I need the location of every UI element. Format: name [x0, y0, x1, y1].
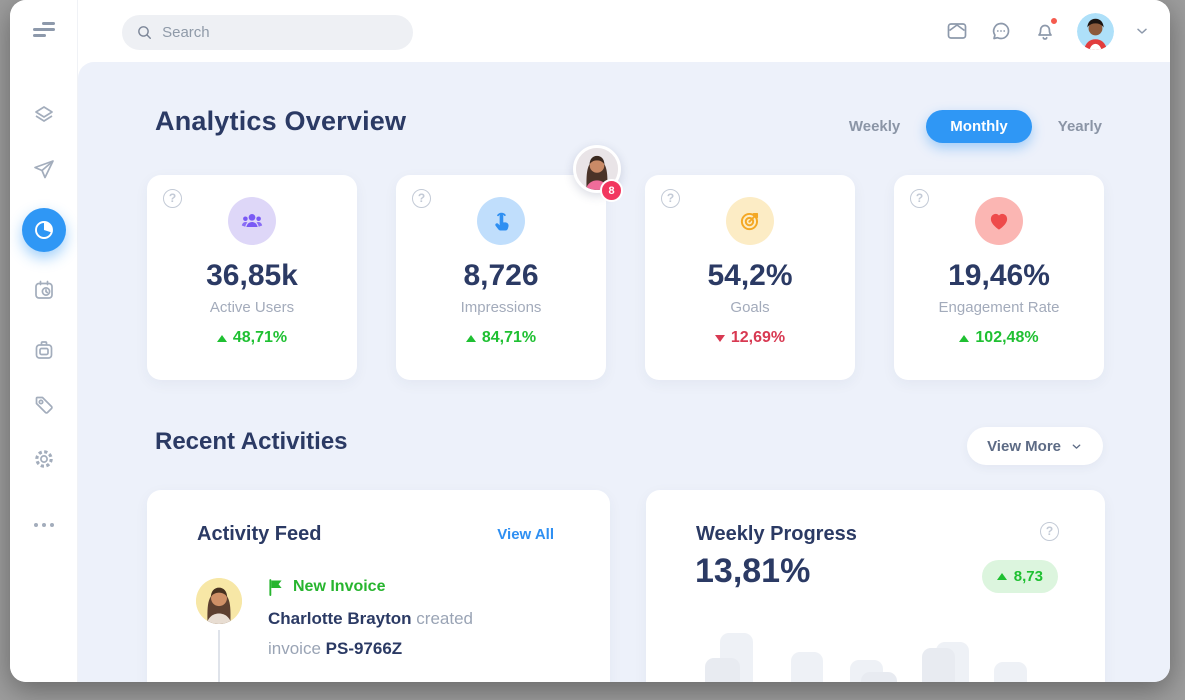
- chevron-down-icon: [1072, 443, 1081, 449]
- stat-card-active-users[interactable]: 36,85k Active Users 48,71%: [147, 175, 357, 380]
- briefcase-icon: [35, 341, 53, 359]
- stat-value: 19,46%: [948, 259, 1050, 292]
- feed-tag: New Invoice: [268, 578, 473, 596]
- up-arrow-icon: [959, 334, 970, 342]
- layers-icon: [35, 106, 53, 122]
- help-icon[interactable]: [412, 189, 431, 208]
- stat-delta: 48,71%: [147, 329, 357, 347]
- tap-icon: [495, 212, 509, 231]
- stat-label: Engagement Rate: [938, 299, 1060, 316]
- help-icon[interactable]: [1040, 522, 1059, 541]
- help-icon[interactable]: [163, 189, 182, 208]
- sidebar-item-briefcase[interactable]: [24, 330, 64, 370]
- pie-chart-icon: [35, 221, 53, 239]
- stat-cards: 36,85k Active Users 48,71% 8,726 Impress…: [147, 175, 1104, 380]
- sidebar-item-analytics[interactable]: [22, 208, 66, 252]
- send-icon: [34, 160, 54, 179]
- app-window: Analytics Overview Weekly Monthly Yearly…: [10, 0, 1170, 682]
- user-avatar[interactable]: [1077, 12, 1114, 50]
- weekly-progress-card: Weekly Progress 13,81% 8,73: [646, 490, 1105, 682]
- stat-label: Goals: [730, 299, 770, 316]
- main-content: Analytics Overview Weekly Monthly Yearly…: [78, 62, 1170, 682]
- topbar: [78, 0, 1170, 62]
- sidebar-item-tags[interactable]: [24, 385, 64, 425]
- view-all-link[interactable]: View All: [497, 526, 554, 543]
- tab-monthly[interactable]: Monthly: [926, 110, 1032, 143]
- menu-icon[interactable]: [33, 22, 55, 38]
- activity-feed-card: Activity Feed View All: [147, 490, 610, 682]
- search-bar[interactable]: [122, 15, 413, 50]
- chat-icon: [992, 22, 1010, 40]
- up-arrow-icon: [465, 334, 476, 342]
- users-icon: [241, 213, 263, 227]
- notifications-button[interactable]: [1033, 16, 1059, 43]
- stat-delta: 12,69%: [645, 329, 855, 347]
- chart-bar: [861, 672, 897, 682]
- up-arrow-icon: [216, 334, 227, 342]
- up-arrow-icon: [996, 573, 1007, 580]
- tab-yearly[interactable]: Yearly: [1057, 118, 1102, 135]
- stat-delta: 102,48%: [894, 329, 1104, 347]
- notification-count-badge: 8: [600, 179, 623, 202]
- sidebar-item-layers[interactable]: [24, 95, 64, 135]
- chart-bar: [791, 652, 823, 682]
- sidebar-item-more[interactable]: [24, 505, 64, 545]
- notification-dot: [1049, 16, 1059, 26]
- stat-value: 36,85k: [206, 259, 298, 292]
- sidebar-item-settings[interactable]: [24, 439, 64, 479]
- help-icon[interactable]: [661, 189, 680, 208]
- mail-button[interactable]: [945, 19, 969, 43]
- search-icon: [138, 26, 151, 39]
- sidebar-item-schedule[interactable]: [24, 270, 64, 310]
- help-icon[interactable]: [910, 189, 929, 208]
- notification-avatar[interactable]: [573, 145, 621, 193]
- stat-card-engagement[interactable]: 19,46% Engagement Rate 102,48%: [894, 175, 1104, 380]
- stat-label: Active Users: [209, 299, 295, 316]
- mail-icon: [947, 23, 967, 39]
- sidebar: [10, 0, 78, 682]
- weekly-progress-title: Weekly Progress: [696, 523, 857, 545]
- tab-weekly[interactable]: Weekly: [848, 118, 901, 135]
- sidebar-item-send[interactable]: [24, 149, 64, 189]
- recent-activities-title: Recent Activities: [155, 428, 348, 455]
- heart-icon: [990, 213, 1008, 230]
- chart-bar: [705, 658, 740, 682]
- invoice-id: PS-9766Z: [325, 638, 403, 658]
- weekly-progress-value: 13,81%: [695, 552, 811, 590]
- ellipsis-icon: [34, 523, 54, 527]
- gear-icon: [35, 450, 53, 468]
- actor-name: Charlotte Brayton: [268, 609, 412, 628]
- stat-delta: 84,71%: [396, 329, 606, 347]
- page-title: Analytics Overview: [155, 106, 407, 136]
- stat-value: 54,2%: [707, 259, 793, 292]
- stat-label: Impressions: [460, 299, 542, 316]
- down-arrow-icon: [714, 334, 725, 342]
- target-icon: [740, 212, 759, 231]
- bottom-cards: Activity Feed View All: [147, 490, 1105, 682]
- chart-bar: [922, 648, 955, 682]
- stat-value: 8,726: [463, 259, 539, 292]
- timeline-connector: [218, 630, 220, 682]
- flag-icon: [269, 578, 282, 596]
- stat-card-goals[interactable]: 54,2% Goals 12,69%: [645, 175, 855, 380]
- period-tabs: Weekly Monthly Yearly: [849, 110, 1102, 143]
- tag-icon: [35, 396, 53, 414]
- view-more-button[interactable]: View More: [967, 427, 1103, 465]
- weekly-progress-delta-badge: 8,73: [981, 560, 1058, 593]
- bell-icon: [1038, 24, 1052, 40]
- chat-button[interactable]: [989, 19, 1013, 43]
- chevron-down-icon[interactable]: [1134, 23, 1150, 39]
- feed-text: Charlotte Brayton created invoice PS-976…: [268, 609, 474, 658]
- activity-feed-title: Activity Feed: [197, 523, 322, 545]
- search-input[interactable]: [162, 24, 399, 41]
- feed-item[interactable]: New Invoice Charlotte Brayton created in…: [196, 578, 473, 664]
- actor-avatar: [196, 578, 242, 624]
- calendar-clock-icon: [35, 280, 53, 299]
- weekly-bars: [646, 633, 1105, 682]
- chart-bar: [994, 662, 1027, 682]
- stat-card-impressions[interactable]: 8,726 Impressions 84,71%: [396, 175, 606, 380]
